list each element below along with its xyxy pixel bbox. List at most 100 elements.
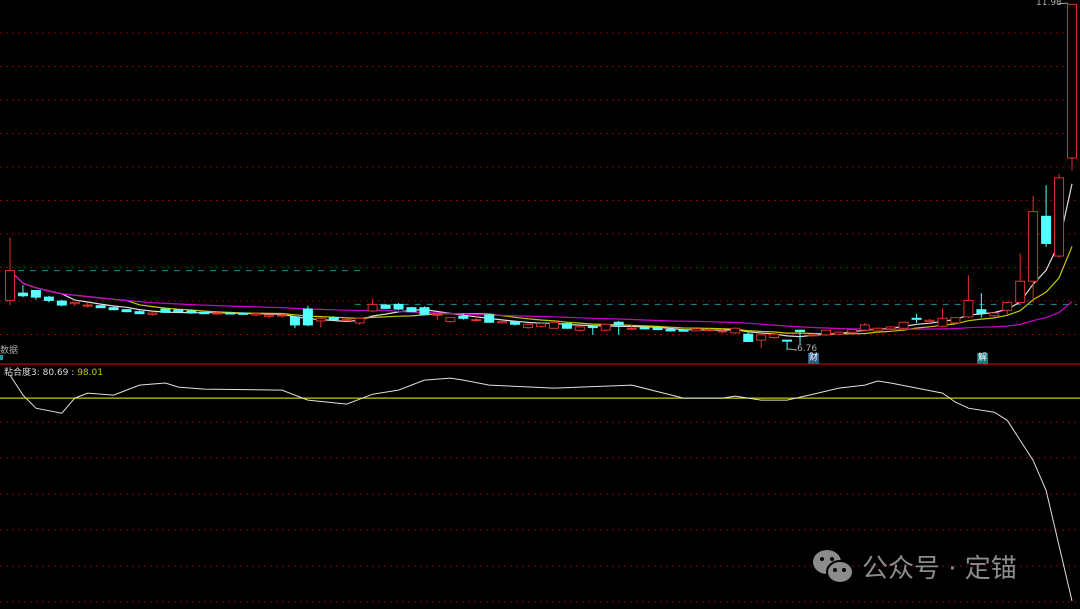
candle-up [885,326,896,330]
candle-up [989,312,1000,317]
max-price-label: 11.98 [1036,0,1062,8]
candle-down [419,307,430,315]
candle-up [872,327,883,332]
candle-down [561,323,572,329]
candle-down [134,311,145,315]
candle-up [937,317,948,327]
candle-up [833,331,844,335]
candle-up [341,319,352,322]
candle-down [795,329,806,333]
candle-up [950,317,961,324]
indicator-legend: 粘合度3: 80.69 : 98.01 [4,368,103,378]
indicator-value: 80.69 [42,368,69,378]
candle-up [807,334,818,337]
candle-up [626,327,637,330]
candle-up [367,303,378,312]
indicator-name: 粘合度3: [4,368,40,378]
candle-up [1028,211,1039,282]
candle-up [717,330,728,333]
candle-up [859,324,870,331]
candle-up [69,301,80,305]
candle-down [678,329,689,332]
candle-down [510,321,521,325]
candle-up [1015,280,1026,303]
max-price-pointer [1057,2,1069,5]
candle-down [238,312,249,315]
candle-down [108,307,119,311]
candle-up [147,312,158,315]
candle-up [1054,177,1065,257]
candle-up [1067,3,1077,159]
wechat-icon [813,549,854,584]
candle-down [911,317,922,320]
candle-down [30,289,41,298]
candle-down [199,311,210,315]
candle-down [484,314,495,323]
watermark-text: 公众号 · 定锚 [862,554,1017,584]
watermark: 公众号 · 定锚 [812,548,1017,585]
indicator-line [9,374,1073,602]
candle-down [289,316,300,326]
candle-up [600,323,611,331]
candle-down [587,325,598,329]
candle-down [976,309,987,314]
candle-down [613,321,624,326]
event-tag-unlock[interactable]: 解 [977,353,989,364]
event-tag-finance[interactable]: 财 [808,353,820,364]
candle-down [743,333,754,342]
ma5-line [9,183,1073,338]
candle-down [639,327,650,330]
candle-down [225,312,236,315]
candle-up [548,321,559,329]
candle-down [380,304,391,309]
candle-up [523,323,534,329]
candle-up [354,317,365,324]
candle-down [782,339,793,342]
candle-up [1002,301,1013,311]
candle-down [328,317,339,321]
candle-up [432,313,443,316]
candle-up [264,314,275,317]
candle-down [393,303,404,310]
candle-up [924,319,935,323]
candle-down [1041,215,1052,244]
candle-down [121,309,132,313]
candle-down [17,292,28,297]
candle-down [95,305,106,309]
candle-up [769,333,780,339]
candle-up [251,313,262,316]
reference-value: 98.01 [77,368,103,378]
candle-down [458,315,469,319]
top-left-label: 数据 [0,346,19,356]
candle-down [665,329,676,332]
min-price-pointer [787,348,798,351]
candle-up [82,304,93,307]
candle-down [56,300,67,306]
candle-up [574,326,585,331]
candle-up [5,270,15,301]
candle-up [963,299,974,318]
candle-up [212,312,223,315]
candle-up [536,323,546,327]
candle-down [186,310,197,314]
candle-down [173,309,184,313]
candle-up [471,319,482,322]
candle-up [315,317,326,322]
candle-up [276,314,287,317]
candle-down [160,308,171,313]
candle-up [497,321,508,324]
candle-down [302,308,313,326]
candle-up [846,329,857,333]
candle-down [652,327,663,331]
min-price-label: 6.76 [797,344,818,354]
ma10-line [9,246,1073,335]
candle-up [898,321,909,329]
candle-up [756,334,767,341]
candle-down [43,296,54,301]
candle-up [730,327,741,334]
candle-up [691,328,702,332]
candle-down [406,307,417,313]
candle-up [445,317,456,323]
panel-marker [0,355,3,360]
